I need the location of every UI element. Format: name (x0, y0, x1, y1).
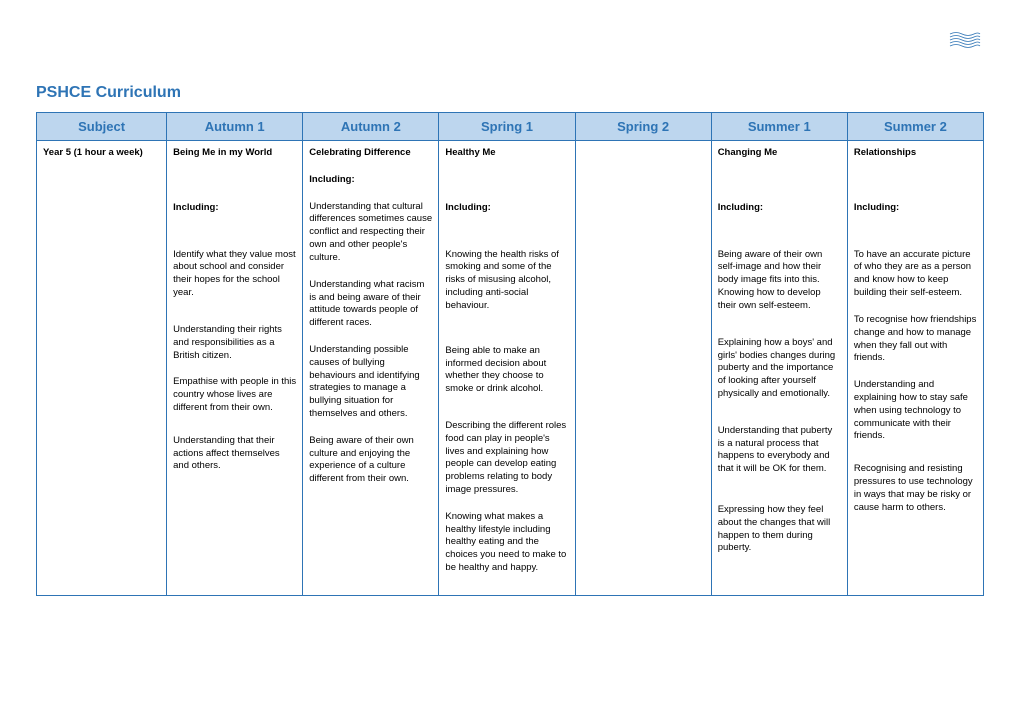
page-title: PSHCE Curriculum (36, 84, 984, 102)
para: To have an accurate picture of who they … (854, 249, 977, 300)
para: Identify what they value most about scho… (173, 249, 296, 300)
including-label: Including: (309, 174, 432, 187)
para: Understanding what racism is and being a… (309, 279, 432, 330)
cell-autumn1: Being Me in my World Including: Identify… (167, 141, 303, 596)
para: To recognise how friendships change and … (854, 314, 977, 365)
para: Being able to make an informed decision … (445, 345, 568, 396)
para: Being aware of their own culture and enj… (309, 435, 432, 486)
para: Understanding that puberty is a natural … (718, 425, 841, 476)
topic-summer2: Relationships (854, 147, 977, 160)
col-header-spring1: Spring 1 (439, 113, 575, 141)
topic-autumn2: Celebrating Difference (309, 147, 432, 160)
including-label: Including: (854, 202, 977, 215)
para: Understanding that cultural differences … (309, 201, 432, 265)
col-header-summer2: Summer 2 (847, 113, 983, 141)
para: Explaining how a boys' and girls' bodies… (718, 337, 841, 401)
topic-spring1: Healthy Me (445, 147, 568, 160)
col-header-spring2: Spring 2 (575, 113, 711, 141)
curriculum-table: Subject Autumn 1 Autumn 2 Spring 1 Sprin… (36, 112, 984, 596)
topic-summer1: Changing Me (718, 147, 841, 160)
cell-autumn2: Celebrating Difference Including: Unders… (303, 141, 439, 596)
para: Understanding possible causes of bullyin… (309, 344, 432, 421)
table-row: Year 5 (1 hour a week) Being Me in my Wo… (37, 141, 984, 596)
col-header-autumn1: Autumn 1 (167, 113, 303, 141)
table-header-row: Subject Autumn 1 Autumn 2 Spring 1 Sprin… (37, 113, 984, 141)
para: Empathise with people in this country wh… (173, 376, 296, 414)
cell-summer2: Relationships Including: To have an accu… (847, 141, 983, 596)
para: Knowing the health risks of smoking and … (445, 249, 568, 313)
para: Expressing how they feel about the chang… (718, 504, 841, 555)
cell-spring1: Healthy Me Including: Knowing the health… (439, 141, 575, 596)
para: Understanding their rights and responsib… (173, 324, 296, 362)
including-label: Including: (718, 202, 841, 215)
para: Knowing what makes a healthy lifestyle i… (445, 511, 568, 575)
para: Understanding that their actions affect … (173, 435, 296, 473)
including-label: Including: (445, 202, 568, 215)
para: Describing the different roles food can … (445, 420, 568, 497)
row-label: Year 5 (1 hour a week) (43, 147, 143, 158)
school-logo-icon (948, 28, 982, 50)
para: Recognising and resisting pressures to u… (854, 463, 977, 514)
para: Being aware of their own self-image and … (718, 249, 841, 313)
topic-autumn1: Being Me in my World (173, 147, 296, 160)
cell-subject: Year 5 (1 hour a week) (37, 141, 167, 596)
col-header-autumn2: Autumn 2 (303, 113, 439, 141)
cell-spring2 (575, 141, 711, 596)
col-header-subject: Subject (37, 113, 167, 141)
cell-summer1: Changing Me Including: Being aware of th… (711, 141, 847, 596)
including-label: Including: (173, 202, 296, 215)
para: Understanding and explaining how to stay… (854, 379, 977, 443)
col-header-summer1: Summer 1 (711, 113, 847, 141)
